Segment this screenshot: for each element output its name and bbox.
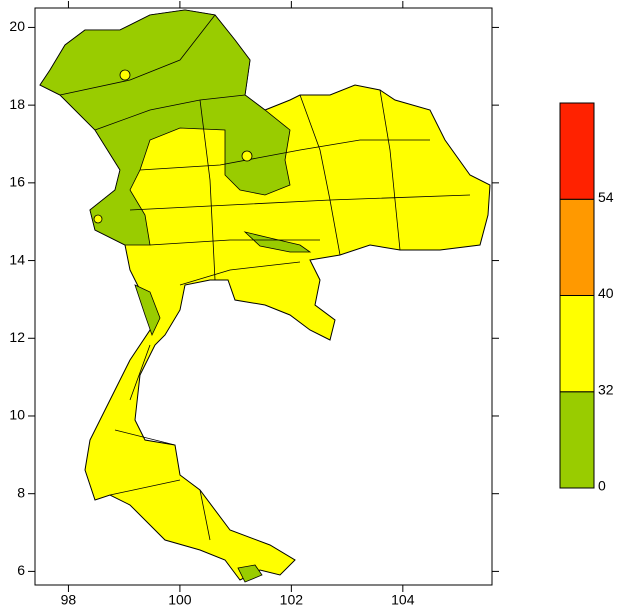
x-tick-label: 102 — [280, 592, 304, 608]
colorbar-box — [559, 391, 595, 489]
map-layer — [39, 9, 491, 583]
y-tick-label: 12 — [9, 329, 25, 345]
y-tick-label: 18 — [9, 96, 25, 112]
map-frame — [34, 7, 493, 586]
lake — [119, 69, 131, 81]
y-tick-label: 6 — [17, 562, 25, 578]
colorbar-label: 0 — [598, 478, 606, 494]
colorbar-box — [559, 198, 595, 296]
colorbar-label: 54 — [598, 189, 614, 205]
y-tick-label: 10 — [9, 407, 25, 423]
x-tick-label: 104 — [391, 592, 415, 608]
y-tick-label: 16 — [9, 174, 25, 190]
lake — [241, 150, 253, 162]
green-zone — [237, 564, 263, 583]
green-zone — [243, 231, 312, 253]
x-tick-label: 100 — [168, 592, 192, 608]
y-tick-label: 20 — [9, 18, 25, 34]
green-zone — [134, 284, 161, 337]
lake — [93, 214, 103, 224]
province-border — [59, 14, 471, 541]
y-tick-label: 14 — [9, 251, 25, 267]
colorbar-label: 40 — [598, 285, 614, 301]
colorbar-box — [559, 102, 595, 200]
y-tick-label: 8 — [17, 484, 25, 500]
country-shape — [39, 9, 491, 581]
colorbar-label: 32 — [598, 381, 614, 397]
x-tick-label: 98 — [61, 592, 77, 608]
colorbar-box — [559, 295, 595, 393]
